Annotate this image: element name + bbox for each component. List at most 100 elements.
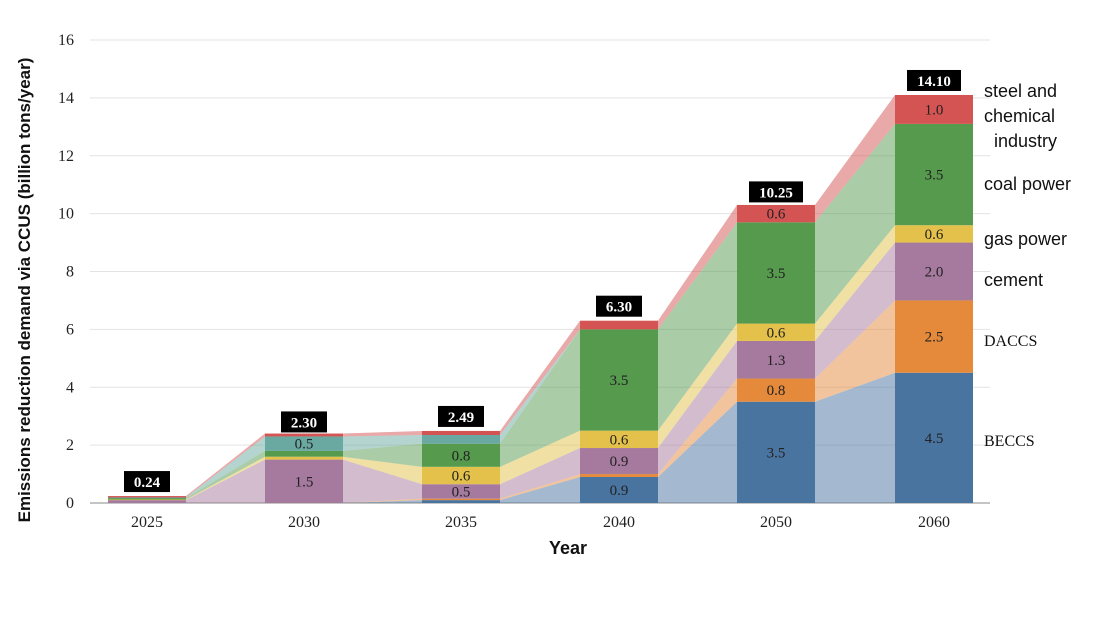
series-area-steel-and-chemical-industry — [658, 204, 737, 330]
bar-segment — [580, 448, 658, 475]
series-area-gas-power — [658, 323, 737, 449]
series-area-DACCS — [815, 300, 895, 402]
total-label: 0.24 — [134, 475, 161, 491]
y-tick-label: 12 — [58, 148, 74, 165]
bar-segment — [737, 323, 815, 341]
grid-layer — [90, 39, 990, 504]
data-label: 0.9 — [610, 454, 629, 470]
bar-segment — [265, 450, 343, 457]
x-tick-label: 2060 — [918, 514, 950, 531]
bar-segment — [422, 484, 500, 499]
legend-label-steel-and-chemical-industry: steel and — [984, 81, 1057, 101]
data-label: 0.8 — [452, 448, 471, 464]
x-tick-label: 2050 — [760, 514, 792, 531]
bar-segment — [895, 94, 973, 124]
series-area-cement — [343, 459, 422, 503]
bar-segment — [895, 300, 973, 373]
series-area-coal-power — [658, 222, 737, 431]
bar-segment — [580, 329, 658, 431]
bar-layer — [108, 94, 973, 503]
series-area-unnamed — [500, 329, 580, 444]
data-label: 3.5 — [767, 266, 786, 282]
legend-label-daccs: DACCS — [984, 333, 1037, 350]
data-label: 2.5 — [925, 330, 944, 346]
total-label-box — [124, 471, 170, 493]
series-area-gas-power — [500, 430, 580, 485]
y-tick-label: 6 — [66, 321, 74, 338]
data-label: 0.9 — [610, 483, 629, 499]
bar-segment — [108, 499, 186, 501]
bar-segment — [422, 498, 500, 501]
series-area-cement — [815, 242, 895, 379]
legend-label-beccs: BECCS — [984, 433, 1035, 450]
axis-layer: 0 2 4 6 8 10 12 14 16 2025 2030 2035 2040 2050 2060 — [58, 32, 950, 531]
series-area-coal-power — [815, 123, 895, 324]
data-label: 3.5 — [925, 168, 944, 184]
data-label: 0.6 — [452, 469, 471, 485]
total-label: 2.49 — [448, 410, 474, 426]
bar-segment — [265, 436, 343, 451]
data-label: 1.5 — [295, 474, 314, 490]
series-area-coal-power — [343, 443, 422, 467]
y-tick-label: 0 — [66, 495, 74, 512]
legend-label-steel-and-chemical-industry: chemical — [984, 106, 1055, 126]
bar-segment — [737, 222, 815, 324]
data-label: 0.6 — [610, 432, 629, 448]
total-label: 14.10 — [917, 74, 951, 90]
series-area-steel-and-chemical-industry — [815, 94, 895, 223]
data-label: 3.5 — [610, 373, 629, 389]
bar-segment — [422, 443, 500, 467]
bar-segment — [737, 401, 815, 503]
x-tick-label: 2040 — [603, 514, 635, 531]
data-label: 0.8 — [767, 383, 786, 399]
total-label: 6.30 — [606, 300, 632, 316]
area-layer — [186, 94, 895, 503]
y-axis-title: Emissions reduction demand via CCUS (bil… — [15, 58, 34, 523]
bar-segment — [737, 378, 815, 402]
data-label: 2.0 — [925, 265, 944, 281]
legend-label-steel-and-chemical-industry: industry — [994, 131, 1057, 151]
bar-segment — [895, 372, 973, 503]
bar-segment — [895, 123, 973, 226]
bar-segment — [422, 500, 500, 503]
data-label: 1.0 — [925, 102, 944, 118]
y-tick-label: 4 — [66, 379, 74, 396]
total-label-box — [596, 295, 642, 317]
data-label: 0.5 — [452, 484, 471, 500]
bar-segment — [108, 496, 186, 498]
label-layer: 0.9 3.5 4.5 0.8 2.5 1.5 0.5 0.9 1.3 2.0 0.6 0.6 0.6 0… — [124, 69, 961, 500]
series-area-DACCS — [658, 378, 737, 477]
series-area-DACCS — [500, 474, 580, 501]
series-area-steel-and-chemical-industry — [500, 320, 580, 435]
data-label: 0.6 — [767, 207, 786, 223]
total-label: 10.25 — [759, 185, 793, 201]
series-area-unnamed — [186, 436, 265, 499]
series-area-cement — [658, 340, 737, 475]
x-tick-label: 2025 — [131, 514, 163, 531]
bar-segment — [265, 433, 343, 437]
data-label: 1.3 — [767, 353, 786, 369]
data-label: 4.5 — [925, 431, 944, 447]
bar-segment — [737, 204, 815, 223]
legend-layer: steel and chemical industry coal power gas p… — [984, 81, 1071, 450]
bar-segment — [737, 340, 815, 379]
series-area-gas-power — [815, 225, 895, 341]
series-area-BECCS — [500, 476, 580, 503]
total-label: 2.30 — [291, 415, 317, 431]
data-label: 0.6 — [767, 325, 786, 341]
series-area-steel-and-chemical-industry — [343, 430, 422, 437]
bar-segment — [265, 459, 343, 503]
bar-segment — [108, 500, 186, 503]
data-label: 3.5 — [767, 445, 786, 461]
y-tick-label: 14 — [58, 90, 74, 107]
y-tick-label: 16 — [58, 32, 74, 49]
y-tick-label: 10 — [58, 206, 74, 223]
total-label-box — [749, 181, 803, 203]
bar-segment — [422, 430, 500, 435]
x-tick-label: 2030 — [288, 514, 320, 531]
series-area-coal-power — [186, 450, 265, 500]
bar-segment — [895, 242, 973, 301]
series-area-cement — [500, 448, 580, 499]
series-area-gas-power — [186, 456, 265, 501]
